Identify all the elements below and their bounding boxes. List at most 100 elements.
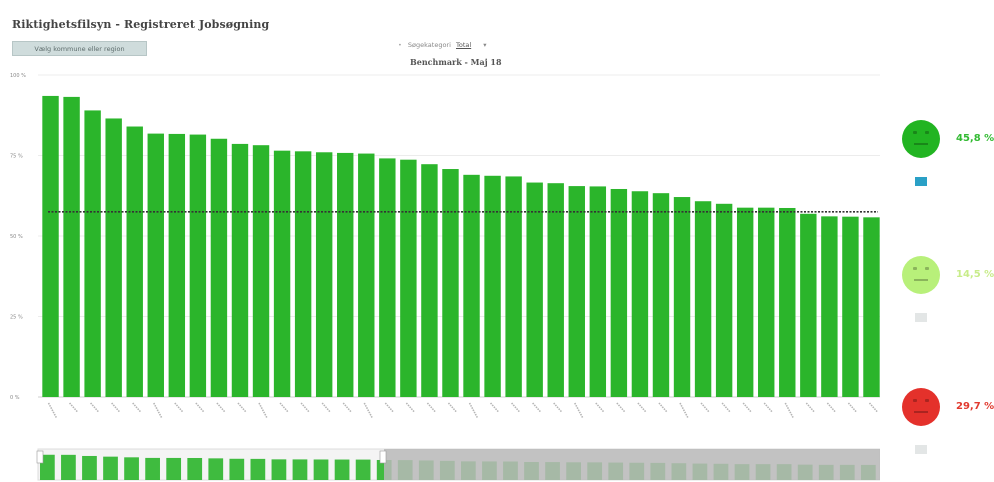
navigator-bar — [292, 459, 308, 480]
bar — [168, 133, 186, 397]
bar — [800, 213, 817, 397]
x-tick-label — [742, 402, 752, 413]
x-tick-label — [532, 402, 542, 413]
x-tick-label — [300, 402, 310, 413]
x-tick-label — [805, 402, 815, 413]
bar — [863, 217, 880, 397]
x-tick-label — [426, 402, 437, 413]
page-title: Riktighetsfilsyn - Registreret Jobsøgnin… — [12, 18, 270, 31]
bar — [758, 207, 775, 397]
x-tick-label — [90, 402, 100, 413]
bar — [652, 193, 670, 397]
sad-percentage: 29,7 % — [956, 401, 994, 412]
bar — [568, 186, 585, 397]
bar — [631, 191, 649, 397]
x-tick-label — [700, 402, 710, 413]
chevron-down-icon[interactable]: ▾ — [483, 41, 487, 49]
bar — [42, 95, 59, 398]
navigator-bar — [208, 458, 224, 480]
navigator-bar — [40, 454, 55, 480]
bar — [547, 183, 564, 397]
bar — [294, 151, 312, 397]
y-tick-label: 0 % — [10, 395, 20, 401]
x-tick-label — [132, 402, 142, 413]
bar — [589, 186, 607, 397]
x-tick-label — [637, 402, 647, 413]
bar — [189, 134, 207, 397]
x-tick-label — [153, 402, 163, 419]
x-tick-label — [784, 402, 794, 419]
x-tick-label — [847, 402, 858, 413]
x-tick-label — [258, 402, 268, 419]
selector-value[interactable]: Total — [456, 41, 472, 49]
navigator-bar — [166, 457, 182, 480]
x-tick-label — [111, 402, 121, 413]
bar — [715, 203, 733, 397]
happy-percentage: 45,8 % — [956, 133, 994, 144]
bar — [400, 159, 417, 397]
category-selector[interactable]: • Søgekategori Total ▾ — [398, 41, 487, 49]
x-tick-label — [237, 402, 247, 413]
neutral-percentage: 14,5 % — [956, 269, 994, 280]
selector-label: Søgekategori — [407, 41, 451, 49]
neutral-face-icon — [902, 256, 940, 294]
navigator-bar — [334, 459, 350, 480]
x-tick-label — [342, 402, 352, 413]
bar — [673, 197, 691, 397]
x-tick-label — [679, 402, 689, 419]
x-tick-label — [511, 402, 521, 413]
chart-title: Benchmark - Maj 18 — [410, 57, 502, 67]
happy-face-icon — [902, 120, 940, 158]
bar — [526, 182, 543, 397]
x-tick-label — [826, 402, 836, 413]
x-tick-label — [447, 402, 458, 413]
y-tick-label: 100 % — [10, 73, 26, 79]
bar — [736, 207, 754, 397]
x-tick-label — [489, 402, 500, 413]
x-tick-label — [595, 402, 605, 413]
x-tick-label — [574, 402, 584, 419]
sad-face-icon — [902, 388, 940, 426]
navigator-mask — [384, 449, 880, 480]
x-tick-label — [468, 402, 479, 419]
bar — [505, 176, 522, 397]
bar — [779, 207, 796, 397]
bar — [421, 164, 438, 397]
x-tick-label — [68, 402, 79, 413]
bar — [210, 138, 228, 398]
bar — [694, 201, 712, 397]
happy-legend-swatch[interactable] — [915, 177, 927, 186]
x-tick-label — [553, 402, 563, 413]
bar — [105, 118, 122, 397]
x-tick-label — [763, 402, 773, 413]
x-tick-label — [868, 402, 879, 413]
navigator-bar — [229, 458, 245, 480]
bar — [484, 175, 501, 397]
bar — [442, 169, 459, 397]
navigator-handle-right[interactable] — [379, 450, 387, 464]
navigator-bar — [145, 457, 160, 480]
neutral-legend-swatch[interactable] — [915, 313, 927, 322]
x-tick-label — [721, 402, 731, 413]
select-region-button[interactable]: Vælg kommune eller region — [12, 41, 147, 56]
navigator-handle-left[interactable] — [36, 450, 44, 464]
y-tick-label: 75 % — [10, 154, 23, 160]
summary-panel: 45,8 % 14,5 % 29,7 % — [880, 86, 994, 482]
navigator-bar — [355, 459, 371, 480]
bar — [842, 216, 859, 397]
sad-legend-swatch[interactable] — [915, 445, 927, 454]
bar — [63, 96, 80, 397]
x-tick-label — [321, 402, 331, 413]
x-tick-label — [279, 402, 289, 413]
bar — [379, 158, 396, 397]
navigator-bar — [187, 457, 203, 480]
navigator-bar — [61, 454, 76, 480]
y-tick-label: 50 % — [10, 234, 23, 240]
bar — [358, 153, 375, 397]
bar — [231, 143, 249, 397]
bar — [84, 110, 101, 398]
bar — [610, 188, 628, 397]
x-tick-label — [174, 402, 184, 413]
x-tick-label — [384, 402, 394, 413]
bar — [126, 126, 143, 398]
